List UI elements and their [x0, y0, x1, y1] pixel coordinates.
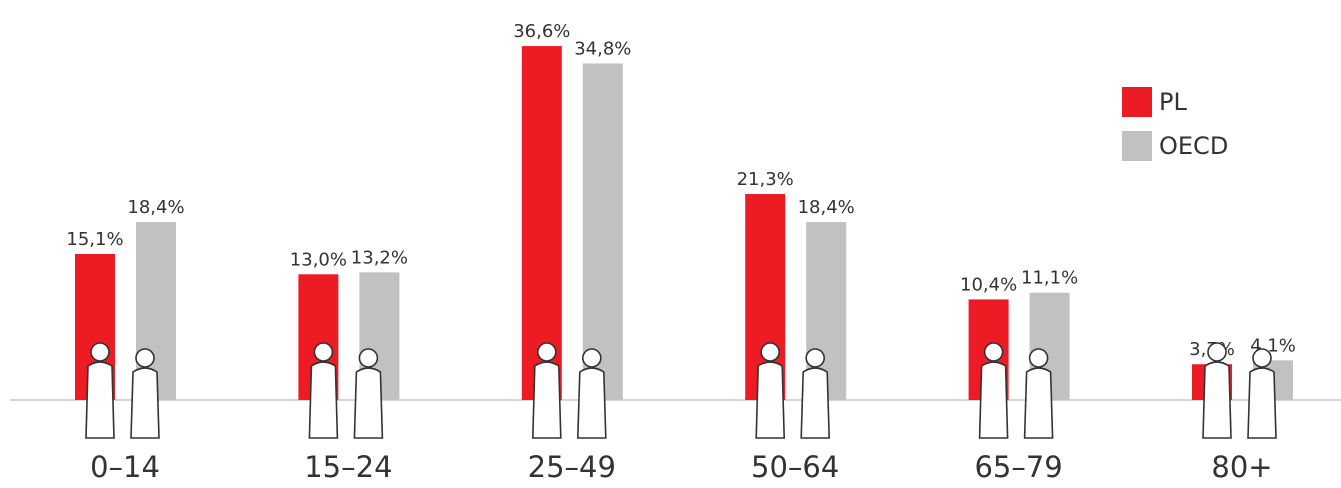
bar — [521, 46, 562, 400]
silhouette — [755, 342, 831, 439]
silhouette — [1202, 342, 1277, 439]
silhouette-body — [1202, 361, 1232, 439]
silhouette-head — [760, 342, 781, 362]
silhouette-body — [531, 361, 562, 439]
silhouette-head — [358, 348, 379, 368]
silhouette-body — [576, 367, 607, 439]
x-tick-label: 0–14 — [90, 450, 160, 484]
silhouette-head — [90, 342, 110, 362]
value-label: 10,4% — [960, 274, 1017, 295]
legend-label: PL — [1159, 88, 1187, 116]
x-tick-label: 65–79 — [974, 450, 1062, 484]
x-tick-label: 80+ — [1211, 450, 1272, 484]
x-tick-label: 15–24 — [304, 450, 392, 484]
value-label: 21,3% — [737, 169, 794, 190]
silhouette-head — [581, 348, 602, 368]
silhouette — [531, 342, 607, 439]
x-tick-label: 50–64 — [751, 450, 839, 484]
silhouette-head — [983, 342, 1004, 362]
x-tick-label: 25–49 — [528, 450, 616, 484]
silhouette-body — [1247, 367, 1277, 439]
value-label: 18,4% — [127, 197, 184, 218]
silhouette — [85, 342, 160, 439]
silhouette-head — [805, 348, 826, 368]
silhouette — [308, 342, 384, 439]
silhouette-body — [308, 361, 339, 439]
legend-swatch — [1122, 131, 1152, 161]
value-label: 18,4% — [798, 197, 855, 218]
legend-swatch — [1122, 87, 1152, 117]
silhouette-head — [536, 342, 557, 362]
silhouette-body — [978, 361, 1009, 439]
silhouette-body — [755, 361, 786, 439]
silhouette-head — [313, 342, 334, 362]
value-label: 11,1% — [1021, 268, 1078, 289]
legend-label: OECD — [1159, 132, 1228, 160]
value-label: 36,6% — [513, 21, 570, 42]
value-label: 13,0% — [290, 249, 347, 270]
bar — [582, 63, 623, 400]
silhouette-head — [135, 348, 155, 368]
silhouette-body — [800, 367, 831, 439]
silhouette-head — [1028, 348, 1049, 368]
silhouette — [978, 342, 1054, 439]
silhouette-body — [1023, 367, 1054, 439]
silhouette-body — [130, 367, 160, 439]
value-label: 34,8% — [574, 38, 631, 59]
value-label: 15,1% — [66, 229, 123, 250]
silhouette-head — [1207, 342, 1227, 362]
silhouette-body — [85, 361, 115, 439]
value-label: 13,2% — [351, 247, 408, 268]
silhouette-body — [353, 367, 384, 439]
silhouette-head — [1252, 348, 1272, 368]
